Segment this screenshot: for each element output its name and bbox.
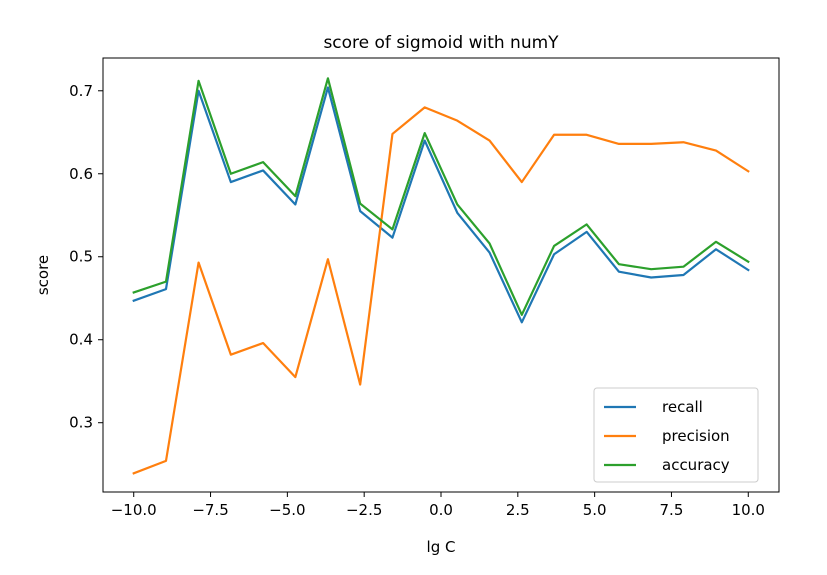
legend: recall precision accuracy <box>593 387 759 483</box>
x-tick-label: 7.5 <box>660 501 684 519</box>
x-tick-label: 10.0 <box>732 501 765 519</box>
y-tick-label: 0.7 <box>69 82 93 100</box>
series-line-recall <box>132 86 750 324</box>
x-tick-label: −5.0 <box>269 501 305 519</box>
series-line-precision <box>132 106 750 475</box>
legend-label-recall: recall <box>662 398 703 416</box>
y-tick-label: 0.4 <box>69 331 93 349</box>
y-tick-label: 0.5 <box>69 248 93 266</box>
legend-label-precision: precision <box>662 427 730 445</box>
legend-box <box>593 387 759 483</box>
x-tick-label: 0.0 <box>429 501 453 519</box>
x-tick-label: 5.0 <box>583 501 607 519</box>
legend-label-accuracy: accuracy <box>662 456 730 474</box>
x-tick-label: −10.0 <box>111 501 157 519</box>
x-tick-label: 2.5 <box>506 501 530 519</box>
chart-title: score of sigmoid with numY <box>323 33 559 53</box>
y-axis-label: score <box>34 255 52 295</box>
x-axis-label: lg C <box>427 538 456 556</box>
x-axis: −10.0 −7.5 −5.0 −2.5 0.0 2.5 5.0 7.5 10.0 <box>111 492 765 519</box>
plot-lines <box>132 77 750 475</box>
y-tick-label: 0.6 <box>69 165 93 183</box>
y-tick-label: 0.3 <box>69 414 93 432</box>
series-line-accuracy <box>132 77 750 316</box>
y-axis: 0.3 0.4 0.5 0.6 0.7 <box>69 82 103 432</box>
x-tick-label: −7.5 <box>192 501 228 519</box>
x-tick-label: −2.5 <box>346 501 382 519</box>
